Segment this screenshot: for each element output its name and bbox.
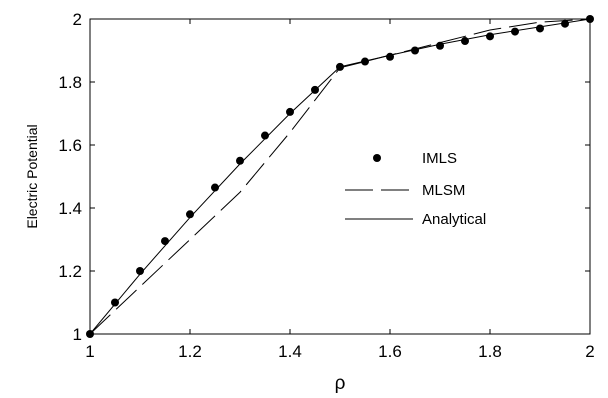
- legend-analytical-label: Analytical: [422, 211, 486, 228]
- legend-imls-marker: [373, 154, 381, 162]
- y-tick-label: 2: [73, 10, 82, 29]
- legend-mlsm-label: MLSM: [422, 182, 465, 199]
- imls-point: [461, 37, 469, 45]
- imls-point: [111, 299, 119, 307]
- imls-point: [486, 32, 494, 40]
- imls-point: [386, 53, 394, 61]
- x-tick-label: 1: [85, 342, 94, 361]
- x-tick-label: 1.4: [278, 342, 302, 361]
- x-tick-label: 1.8: [478, 342, 502, 361]
- imls-point: [161, 237, 169, 245]
- y-tick-label: 1.4: [58, 199, 82, 218]
- y-tick-label: 1.6: [58, 136, 82, 155]
- y-tick-label: 1: [73, 325, 82, 344]
- x-tick-label: 1.6: [378, 342, 402, 361]
- y-axis-label: Electric Potential: [24, 124, 40, 228]
- imls-point: [286, 108, 294, 116]
- y-tick-label: 1.8: [58, 73, 82, 92]
- y-tick-label: 1.2: [58, 262, 82, 281]
- x-tick-label: 1.2: [178, 342, 202, 361]
- x-tick-label: 2: [585, 342, 594, 361]
- x-axis-label: ρ: [335, 373, 346, 394]
- imls-point: [536, 24, 544, 32]
- legend-imls-label: IMLS: [422, 150, 457, 167]
